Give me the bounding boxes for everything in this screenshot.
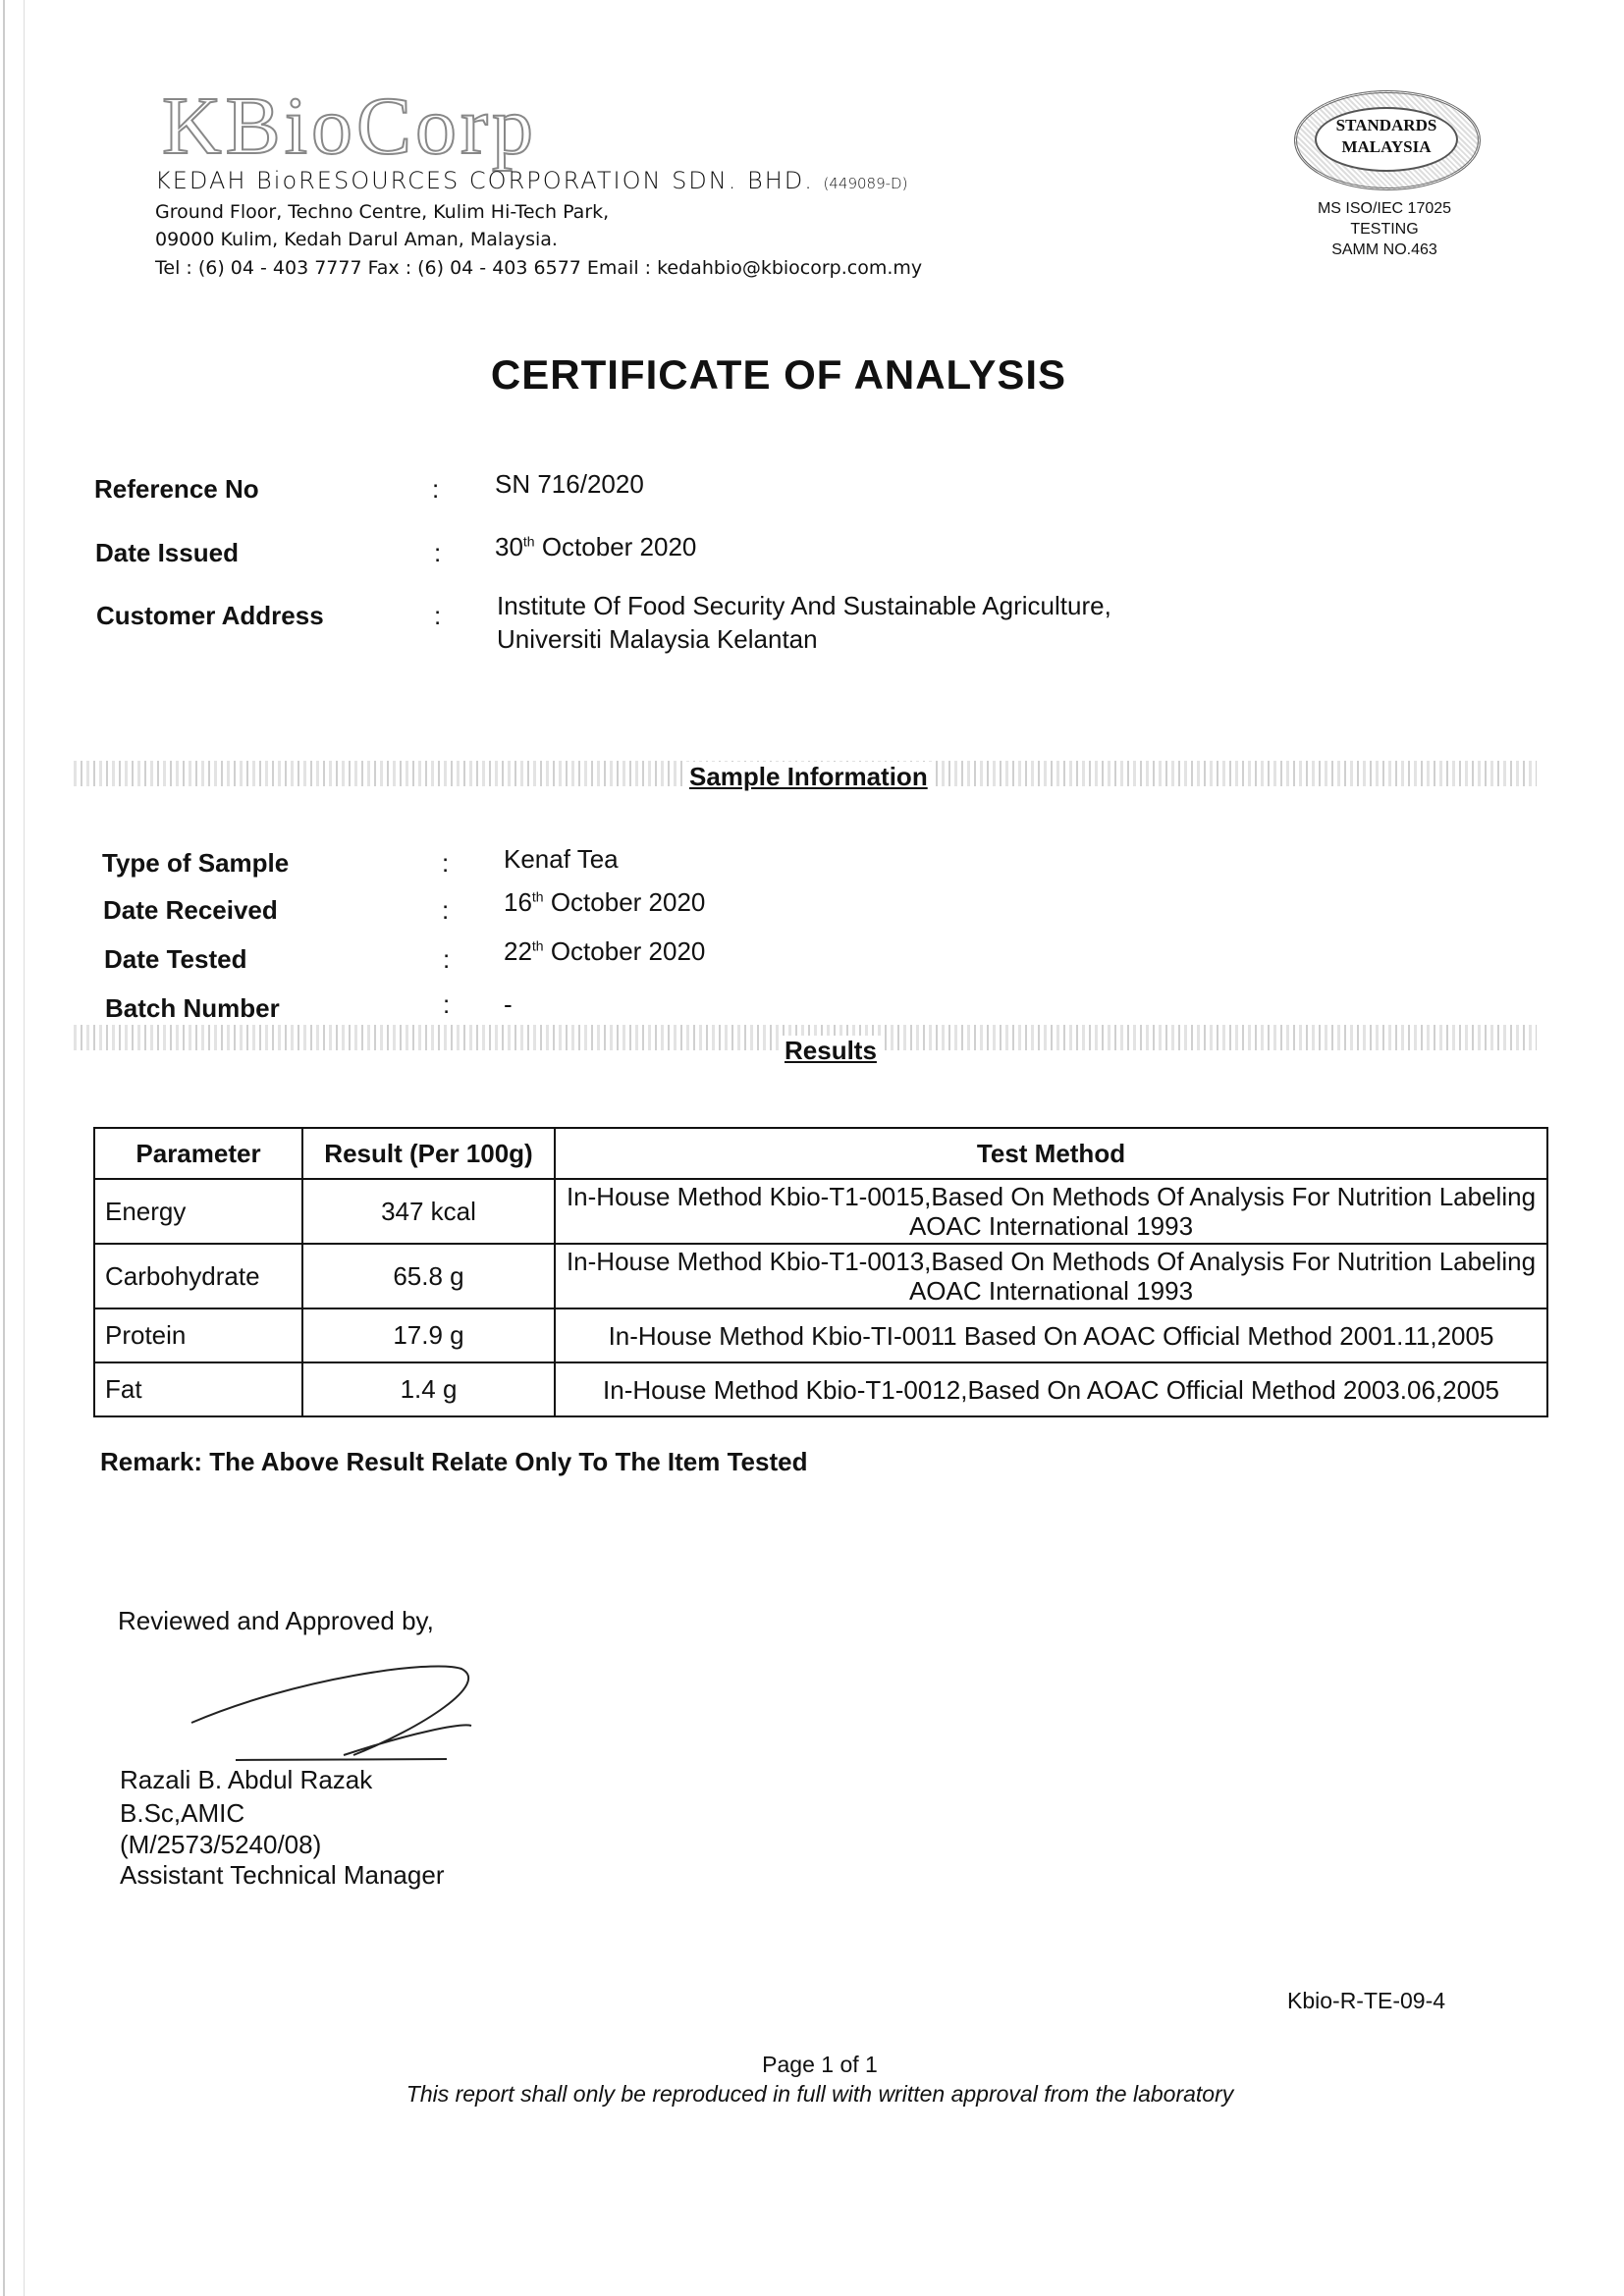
method-cell: In-House Method Kbio-T1-0015,Based On Me… [554,1178,1548,1245]
customer-address-label: Customer Address [96,601,324,630]
parameter-cell: Protein [93,1308,303,1363]
colon: : [432,474,440,504]
approver-degree: B.Sc,AMIC [120,1798,245,1828]
type-of-sample-label: Type of Sample [102,848,290,878]
reference-label: Reference No [94,474,259,504]
method-cell: In-House Method Kbio-T1-0012,Based On AO… [554,1362,1548,1417]
scan-edge [24,0,25,2296]
results-heading: Results [779,1036,883,1066]
method-cell: In-House Method Kbio-TI-0011 Based On AO… [554,1308,1548,1363]
date-issued-label: Date Issued [95,538,239,567]
accreditation-line: TESTING [1350,221,1419,238]
form-code: Kbio-R-TE-09-4 [1287,1988,1446,2013]
results-table: Parameter Result (Per 100g) Test Method … [93,1127,1548,1417]
contact-line: Tel : (6) 04 - 403 7777 Fax : (6) 04 - 4… [155,257,923,279]
table-row: Carbohydrate 65.8 g In-House Method Kbio… [93,1243,1548,1309]
scan-edge [3,0,5,2296]
method-cell: In-House Method Kbio-T1-0013,Based On Me… [554,1243,1548,1309]
page-number: Page 1 of 1 [762,2052,878,2077]
batch-number-label: Batch Number [105,993,280,1023]
result-cell: 1.4 g [301,1362,556,1417]
standards-malaysia-stamp: STANDARDS MALAYSIA [1294,90,1481,190]
date-tested-value: 22th October 2020 [504,936,706,966]
result-cell: 347 kcal [301,1178,556,1245]
document-title: CERTIFICATE OF ANALYSIS [490,351,1067,398]
colon: : [443,944,451,974]
accreditation-line: MS ISO/IEC 17025 [1317,200,1452,217]
reproduction-notice: This report shall only be reproduced in … [406,2081,1234,2107]
colon: : [442,895,450,925]
stamp-inner: STANDARDS MALAYSIA [1315,107,1458,172]
remark: Remark: The Above Result Relate Only To … [100,1447,808,1476]
colon: : [442,848,450,878]
address-line2: 09000 Kulim, Kedah Darul Aman, Malaysia. [155,229,558,250]
sample-information-heading: Sample Information [683,762,934,792]
table-row: Protein 17.9 g In-House Method Kbio-TI-0… [93,1308,1548,1363]
customer-address-line1: Institute Of Food Security And Sustainab… [497,591,1111,620]
result-cell: 65.8 g [301,1243,556,1309]
reference-value: SN 716/2020 [495,469,644,499]
column-header: Parameter [93,1127,303,1180]
accreditation-line: SAMM NO.463 [1331,241,1437,258]
date-issued-value: 30th October 2020 [495,532,697,561]
table-row: Fat 1.4 g In-House Method Kbio-T1-0012,B… [93,1362,1548,1417]
table-row: Energy 347 kcal In-House Method Kbio-T1-… [93,1178,1548,1245]
parameter-cell: Fat [93,1362,303,1417]
table-header-row: Parameter Result (Per 100g) Test Method [93,1127,1548,1180]
colon: : [434,538,442,567]
column-header: Test Method [554,1127,1548,1180]
customer-address-line2: Universiti Malaysia Kelantan [497,624,818,654]
column-header: Result (Per 100g) [301,1127,556,1180]
colon: : [443,989,451,1019]
company-name: KEDAH BioRESOURCES CORPORATION SDN. BHD.… [155,167,908,194]
result-cell: 17.9 g [301,1308,556,1363]
type-of-sample-value: Kenaf Tea [504,844,619,874]
company-logo: KBioCorp [161,80,538,173]
approver-position: Assistant Technical Manager [120,1860,445,1890]
address-line1: Ground Floor, Techno Centre, Kulim Hi-Te… [155,201,610,223]
approver-name: Razali B. Abdul Razak [120,1765,373,1794]
parameter-cell: Energy [93,1178,303,1245]
date-received-value: 16th October 2020 [504,887,706,917]
date-received-label: Date Received [103,895,278,925]
stamp-text: STANDARDS MALAYSIA [1335,116,1437,156]
batch-number-value: - [504,989,513,1019]
parameter-cell: Carbohydrate [93,1243,303,1309]
date-tested-label: Date Tested [104,944,247,974]
signature [190,1665,472,1761]
approver-id: (M/2573/5240/08) [120,1830,322,1859]
reviewed-label: Reviewed and Approved by, [118,1606,434,1635]
colon: : [434,601,442,630]
